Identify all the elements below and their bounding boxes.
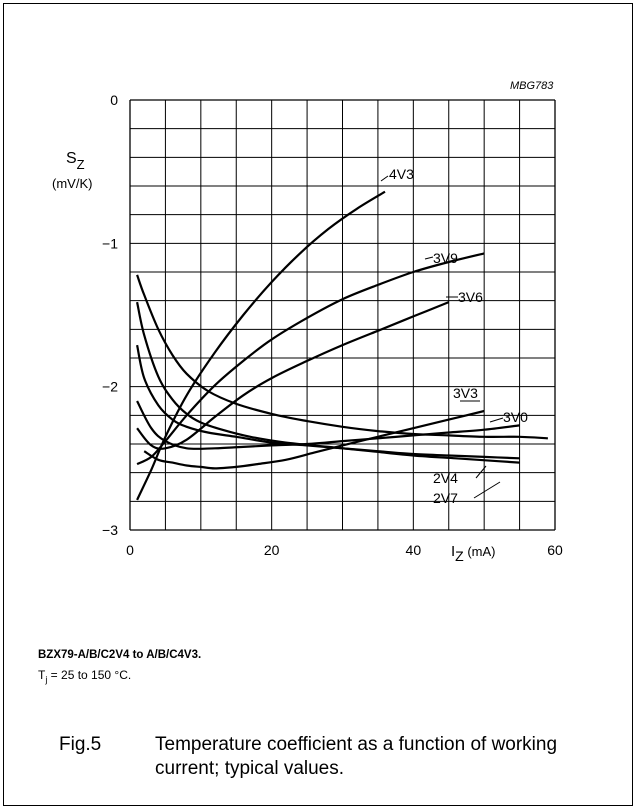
figure-number: Fig.5 xyxy=(59,734,102,755)
leader-line xyxy=(424,256,434,260)
series-line-3v6 xyxy=(136,301,450,450)
curve-label-3v0: 3V0 xyxy=(503,409,528,425)
condition-range: = 25 to 150 °C. xyxy=(47,668,132,682)
y-tick-label: −2 xyxy=(102,379,118,395)
curve-label-4v3: 4V3 xyxy=(389,166,414,182)
curve-label-2v7: 2V7 xyxy=(433,490,458,506)
condition-symbol: T xyxy=(38,668,46,682)
figure-frame xyxy=(3,3,633,806)
series-line-2v7 xyxy=(136,301,520,464)
figure-code: MBG783 xyxy=(510,80,554,92)
y-axis-unit: (mV/K) xyxy=(52,176,92,191)
leader-line xyxy=(489,417,504,423)
condition-caption: Tj = 25 to 150 °C. xyxy=(38,668,131,684)
x-axis-title: IZ (mA) xyxy=(451,543,496,564)
series-line-2v4 xyxy=(136,274,548,440)
x-tick-label: 60 xyxy=(547,542,563,558)
leader-line xyxy=(473,481,501,499)
curve-label-3v9: 3V9 xyxy=(433,250,458,266)
x-tick-label: 0 xyxy=(126,542,134,558)
series-line-7 xyxy=(136,344,520,460)
leader-line xyxy=(380,175,389,182)
leader-line xyxy=(475,465,487,479)
condition-subscript: j xyxy=(45,674,48,685)
curve-label-3v3: 3V3 xyxy=(453,385,478,401)
figure-description: Temperature coefficient as a function of… xyxy=(155,734,558,779)
device-caption: BZX79-A/B/C2V4 to A/B/C4V3. xyxy=(38,649,202,661)
x-tick-label: 20 xyxy=(264,542,280,558)
y-axis-title: SZ xyxy=(66,150,85,172)
curve-label-2v4: 2V4 xyxy=(433,470,458,486)
y-tick-label: −1 xyxy=(102,235,118,251)
x-tick-label: 40 xyxy=(406,542,422,558)
y-tick-label: −3 xyxy=(102,522,118,538)
curve-label-3v6: 3V6 xyxy=(458,289,483,305)
series-line-3v3 xyxy=(143,409,485,470)
y-tick-label: 0 xyxy=(110,92,118,108)
